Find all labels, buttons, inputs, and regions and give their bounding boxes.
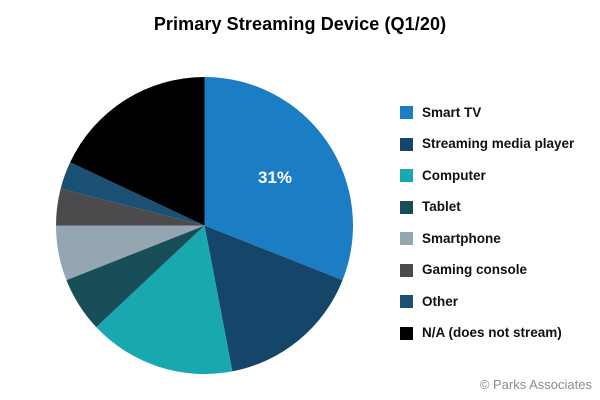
legend-item-smart-tv: Smart TV <box>400 106 574 119</box>
legend-swatch-smart-tv <box>400 106 413 119</box>
legend-swatch-tablet <box>400 200 413 214</box>
footer-copyright: © Parks Associates <box>479 377 592 392</box>
pie-slice-other <box>60 162 205 226</box>
legend-label-computer: Computer <box>422 167 486 183</box>
legend-swatch-smartphone <box>400 232 413 245</box>
legend-item-smartphone: Smartphone <box>400 232 574 245</box>
pie-slice-percentage-label: 31% <box>257 168 293 187</box>
legend-label-smart-tv: Smart TV <box>422 104 482 120</box>
pie-slice-gaming-console <box>56 188 205 226</box>
legend-label-streaming-media-player: Streaming media player <box>422 136 575 152</box>
pie-slice-tablet <box>66 225 205 328</box>
legend-item-gaming-console: Gaming console <box>400 262 574 278</box>
legend-item-tablet: Tablet <box>400 199 574 215</box>
pie-chart: 31% <box>56 77 353 374</box>
legend-label-other: Other <box>422 293 459 309</box>
chart-title: Primary Streaming Device (Q1/20) <box>153 14 447 34</box>
legend-item-streaming-media-player: Streaming media player <box>400 136 575 152</box>
legend-label-n-a-does-not-stream: N/A (does not stream) <box>422 325 562 341</box>
legend-label-gaming-console: Gaming console <box>422 262 528 278</box>
legend-swatch-streaming-media-player <box>400 137 413 151</box>
legend: Smart TV Streaming media player Computer Ta… <box>400 106 574 340</box>
legend-item-other: Other <box>400 295 574 308</box>
legend-swatch-other <box>400 295 413 308</box>
pie-slice-computer <box>96 225 233 374</box>
pie-slice-smart-tv <box>204 77 353 281</box>
legend-item-computer: Computer <box>400 169 574 182</box>
pie-svg <box>56 77 353 374</box>
legend-label-tablet: Tablet <box>422 199 461 215</box>
legend-swatch-n-a-does-not-stream <box>400 326 413 340</box>
pie-slice-smartphone <box>56 225 205 281</box>
legend-item-n-a-does-not-stream: N/A (does not stream) <box>400 325 574 341</box>
legend-label-smartphone: Smartphone <box>422 230 501 246</box>
legend-swatch-computer <box>400 169 413 182</box>
pie-slice-n-a-does-not-stream <box>70 77 205 226</box>
pie-slice-streaming-media-player <box>204 225 343 372</box>
legend-swatch-gaming-console <box>400 263 413 277</box>
